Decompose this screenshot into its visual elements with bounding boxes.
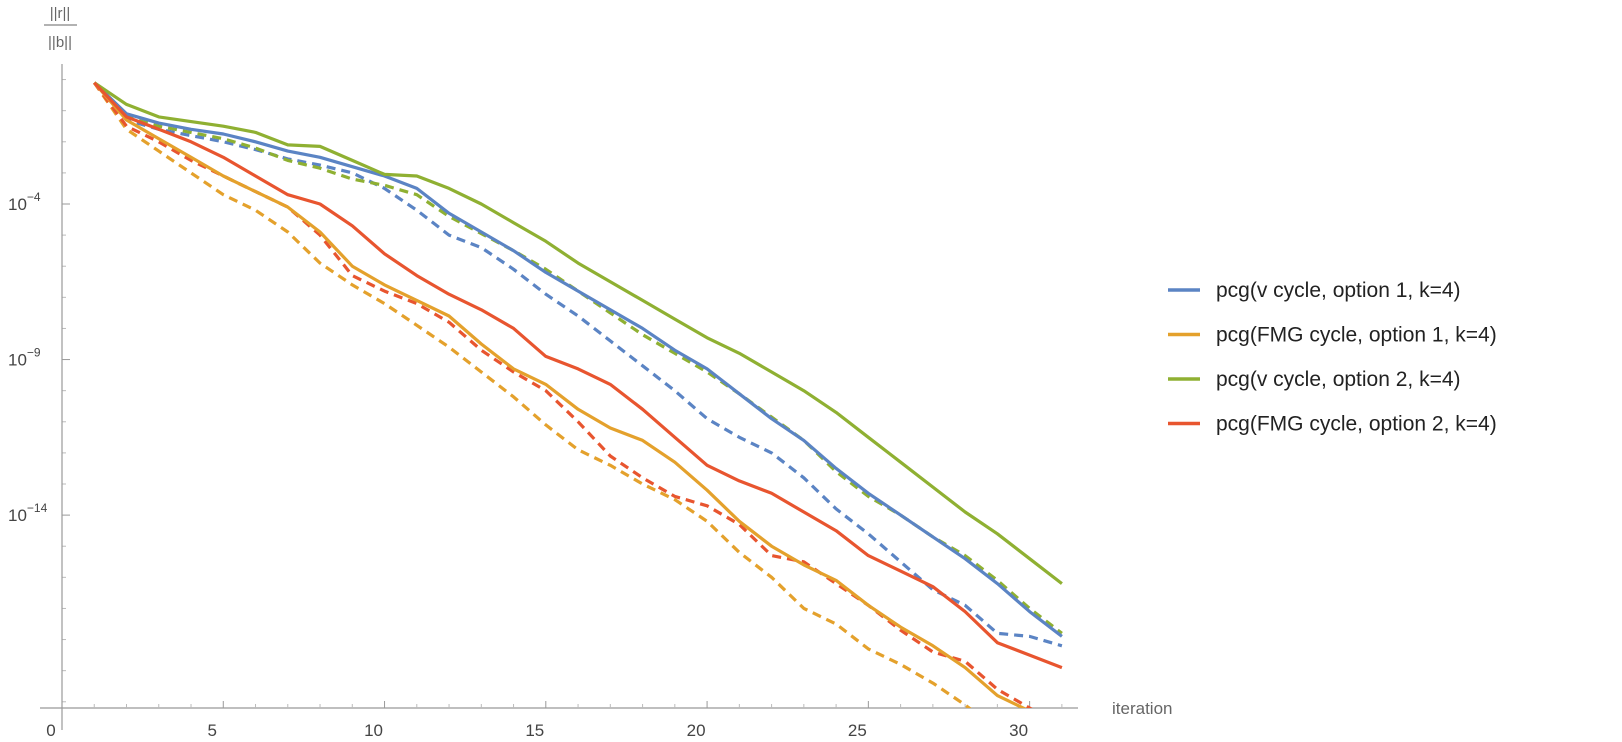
y-tick-label: 10−9 [8,346,41,370]
x-axis-title: iteration [1112,699,1172,718]
series-line [93,81,1063,670]
y-tick-label-base: 10 [8,195,27,214]
y-minor-ticks [62,79,66,703]
y-tick-label: 10−4 [8,190,41,214]
x-ticks: 0 5 10 15 20 25 30 [46,701,1063,740]
x-tick-label: 30 [1009,721,1028,740]
series-lines [92,81,1063,708]
x-tick-label: 20 [687,721,706,740]
legend: pcg(v cycle, option 1, k=4) pcg(FMG cycle… [1168,279,1497,436]
x-tick-label: 0 [46,721,55,740]
y-tick-label-exponent: −9 [27,346,41,360]
x-tick-label: 25 [848,721,867,740]
y-tick-label-exponent: −4 [27,190,41,204]
x-tick-label: 5 [208,721,217,740]
x-tick-label: 15 [525,721,544,740]
series-line [93,81,1063,638]
legend-label: pcg(v cycle, option 1, k=4) [1216,279,1461,302]
legend-label: pcg(FMG cycle, option 1, k=4) [1216,324,1497,347]
y-axis-title: ||r|| ||b|| [44,5,77,51]
legend-label: pcg(FMG cycle, option 2, k=4) [1216,413,1497,436]
x-tick-label: 10 [364,721,383,740]
legend-label: pcg(v cycle, option 2, k=4) [1216,368,1461,391]
y-tick-label-base: 10 [8,351,27,370]
y-axis-title-denominator: ||b|| [48,34,72,51]
series-line-dashed [92,81,972,708]
series-line-dashed [93,81,1033,708]
y-axis-title-numerator: ||r|| [50,5,71,22]
y-ticks: 10−410−910−14 [8,190,70,525]
plot-area: 0 5 10 15 20 25 30 10−410−910−14 [8,64,1078,740]
series-line [93,81,1027,708]
y-tick-label-exponent: −14 [27,501,48,515]
y-tick-label: 10−14 [8,501,48,525]
series-line [93,81,1063,585]
y-tick-label-base: 10 [8,506,27,525]
